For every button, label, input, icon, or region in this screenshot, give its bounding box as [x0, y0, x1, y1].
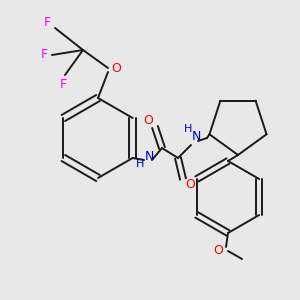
Text: N: N	[191, 130, 201, 142]
Text: F: F	[40, 49, 48, 62]
Text: O: O	[111, 62, 121, 76]
Text: O: O	[143, 115, 153, 128]
Text: F: F	[44, 16, 51, 28]
Text: F: F	[59, 77, 67, 91]
Text: H: H	[184, 124, 192, 134]
Text: N: N	[144, 149, 154, 163]
Text: O: O	[185, 178, 195, 190]
Text: H: H	[136, 159, 144, 169]
Text: O: O	[213, 244, 223, 256]
